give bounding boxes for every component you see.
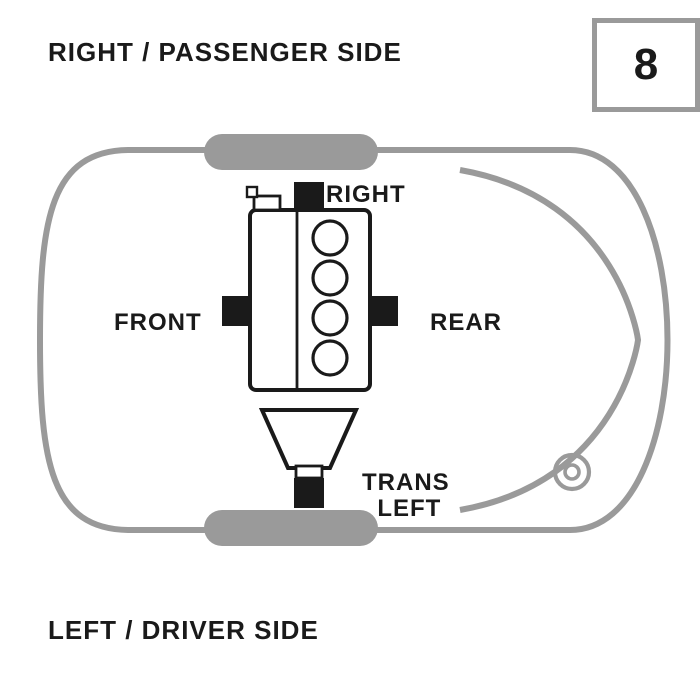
car-hood-line-icon (460, 170, 638, 510)
mount-trans-icon (294, 478, 324, 508)
diagram-stage: 8 RIGHT / PASSENGER SIDE LEFT / DRIVER S… (0, 0, 700, 700)
mount-front-icon (222, 296, 252, 326)
tire-passenger-icon (204, 134, 378, 170)
engine-cap-icon (247, 187, 257, 197)
car-engine-diagram (0, 0, 700, 700)
fuel-cap-inner-icon (565, 465, 579, 479)
cylinder-icon (313, 261, 347, 295)
transmission-icon (262, 410, 356, 468)
mount-rear-icon (368, 296, 398, 326)
cylinder-icon (313, 301, 347, 335)
engine-block-icon (250, 210, 370, 390)
tire-driver-icon (204, 510, 378, 546)
cylinder-icon (313, 221, 347, 255)
cylinder-icon (313, 341, 347, 375)
mount-right-icon (294, 182, 324, 212)
transmission-plate-icon (296, 466, 322, 478)
